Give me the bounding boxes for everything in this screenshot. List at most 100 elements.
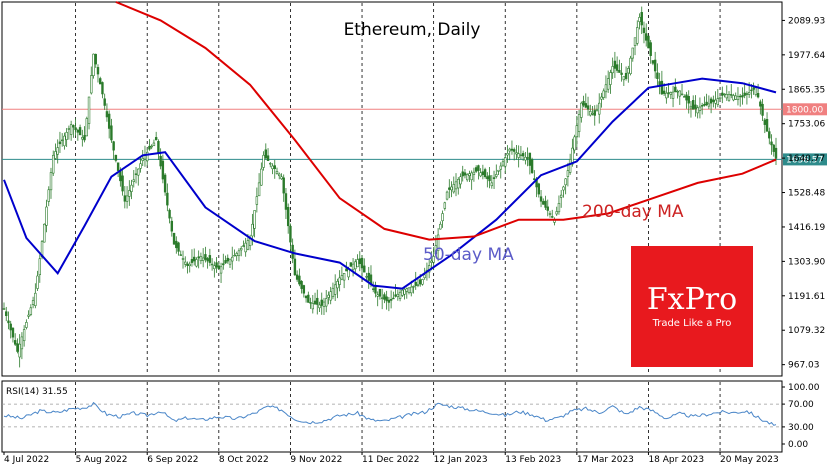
vertical-gridlines — [75, 3, 721, 451]
series-layer — [3, 1, 777, 290]
candle-body — [669, 92, 673, 95]
candle-body — [636, 27, 639, 44]
y-tick-label: 1528.48 — [788, 189, 825, 199]
candle-body — [490, 182, 494, 187]
candle-body — [618, 70, 621, 73]
candle-body — [29, 307, 33, 315]
candle-body — [589, 111, 592, 116]
candle-body — [239, 247, 243, 251]
fxpro-logo: FxPro Trade Like a Pro — [631, 246, 753, 367]
candle-body — [179, 254, 182, 256]
candle-body — [407, 287, 411, 293]
candle-body — [647, 35, 650, 49]
candle-body — [260, 168, 263, 186]
candle-body — [69, 124, 73, 135]
candle-body — [56, 147, 59, 155]
y-tick-label: 1865.35 — [788, 85, 825, 95]
candle-body — [660, 80, 664, 95]
candle-body — [674, 86, 677, 92]
candle-body — [441, 213, 444, 222]
candle-body — [49, 172, 53, 191]
candle-body — [311, 303, 314, 310]
candle-body — [741, 95, 744, 98]
candle-body — [385, 296, 388, 302]
candle-body — [533, 178, 536, 181]
candle-body — [732, 95, 735, 101]
x-tick-label: 18 Apr 2023 — [648, 455, 704, 465]
candle-body — [752, 87, 755, 90]
candle-body — [166, 192, 169, 206]
candle-body — [367, 272, 370, 281]
candle-body — [181, 258, 185, 260]
candle-body — [195, 259, 198, 267]
candle-body — [454, 181, 458, 190]
candle-body — [378, 288, 382, 297]
candle-body — [461, 171, 464, 177]
candle-body — [107, 113, 111, 129]
candle-body — [101, 82, 104, 95]
candle-body — [264, 149, 268, 159]
candle-body — [611, 66, 614, 74]
candle-body — [228, 258, 232, 265]
candle-body — [13, 340, 17, 345]
candle-body — [557, 203, 561, 213]
candle-body — [463, 172, 467, 176]
candle-body — [112, 141, 115, 151]
candle-body — [448, 187, 451, 190]
candle-body — [284, 193, 288, 210]
candle-body — [474, 167, 478, 172]
candle-body — [7, 320, 10, 324]
x-tick-label: 20 May 2023 — [720, 455, 779, 465]
candle-body — [598, 102, 601, 115]
candle-body — [468, 173, 471, 176]
candle-body — [78, 127, 82, 136]
rsi-tick-label: 30.00 — [788, 423, 814, 433]
candle-body — [716, 98, 720, 105]
chart-title: Ethereum, Daily — [344, 20, 481, 40]
candle-body — [90, 75, 93, 94]
candle-body — [170, 220, 174, 232]
candle-body — [190, 259, 194, 263]
candle-body — [483, 169, 487, 178]
candle-body — [20, 336, 24, 350]
candle-body — [521, 153, 525, 157]
candle-body — [383, 294, 386, 300]
candle-body — [99, 78, 102, 85]
candle-body — [651, 60, 655, 64]
x-tick-label: 12 Jan 2023 — [434, 455, 488, 465]
fxpro-tagline: Trade Like a Pro — [652, 318, 732, 329]
candle-body — [683, 96, 686, 98]
candle-body — [593, 110, 596, 116]
candle-body — [304, 295, 308, 299]
candle-body — [266, 155, 270, 161]
series-line-50-day-ma — [3, 77, 777, 290]
candle-body — [526, 157, 529, 159]
rsi-tick-label: 100.00 — [788, 383, 820, 393]
candle-body — [157, 141, 160, 154]
candle-body — [197, 256, 200, 259]
candle-body — [671, 91, 675, 99]
candle-body — [730, 94, 733, 96]
candle-body — [555, 211, 558, 215]
candle-body — [329, 291, 332, 301]
candle-body — [2, 308, 6, 310]
candle-body — [488, 175, 491, 182]
candle-body — [765, 119, 769, 132]
candle-body — [497, 169, 500, 172]
fxpro-brand: FxPro — [647, 282, 737, 317]
candle-body — [756, 93, 760, 98]
candle-body — [25, 322, 28, 328]
y-tick-label: 1753.06 — [788, 120, 825, 130]
candle-body — [148, 145, 151, 150]
candle-body — [307, 294, 310, 303]
candle-body — [412, 286, 415, 288]
candle-body — [653, 59, 657, 72]
candle-body — [340, 275, 344, 280]
candle-body — [575, 125, 579, 138]
candle-body — [233, 254, 236, 257]
candle-body — [403, 289, 406, 295]
candle-body — [394, 294, 397, 297]
candle-body — [58, 141, 62, 145]
candle-body — [725, 94, 728, 99]
candle-body — [477, 165, 480, 171]
